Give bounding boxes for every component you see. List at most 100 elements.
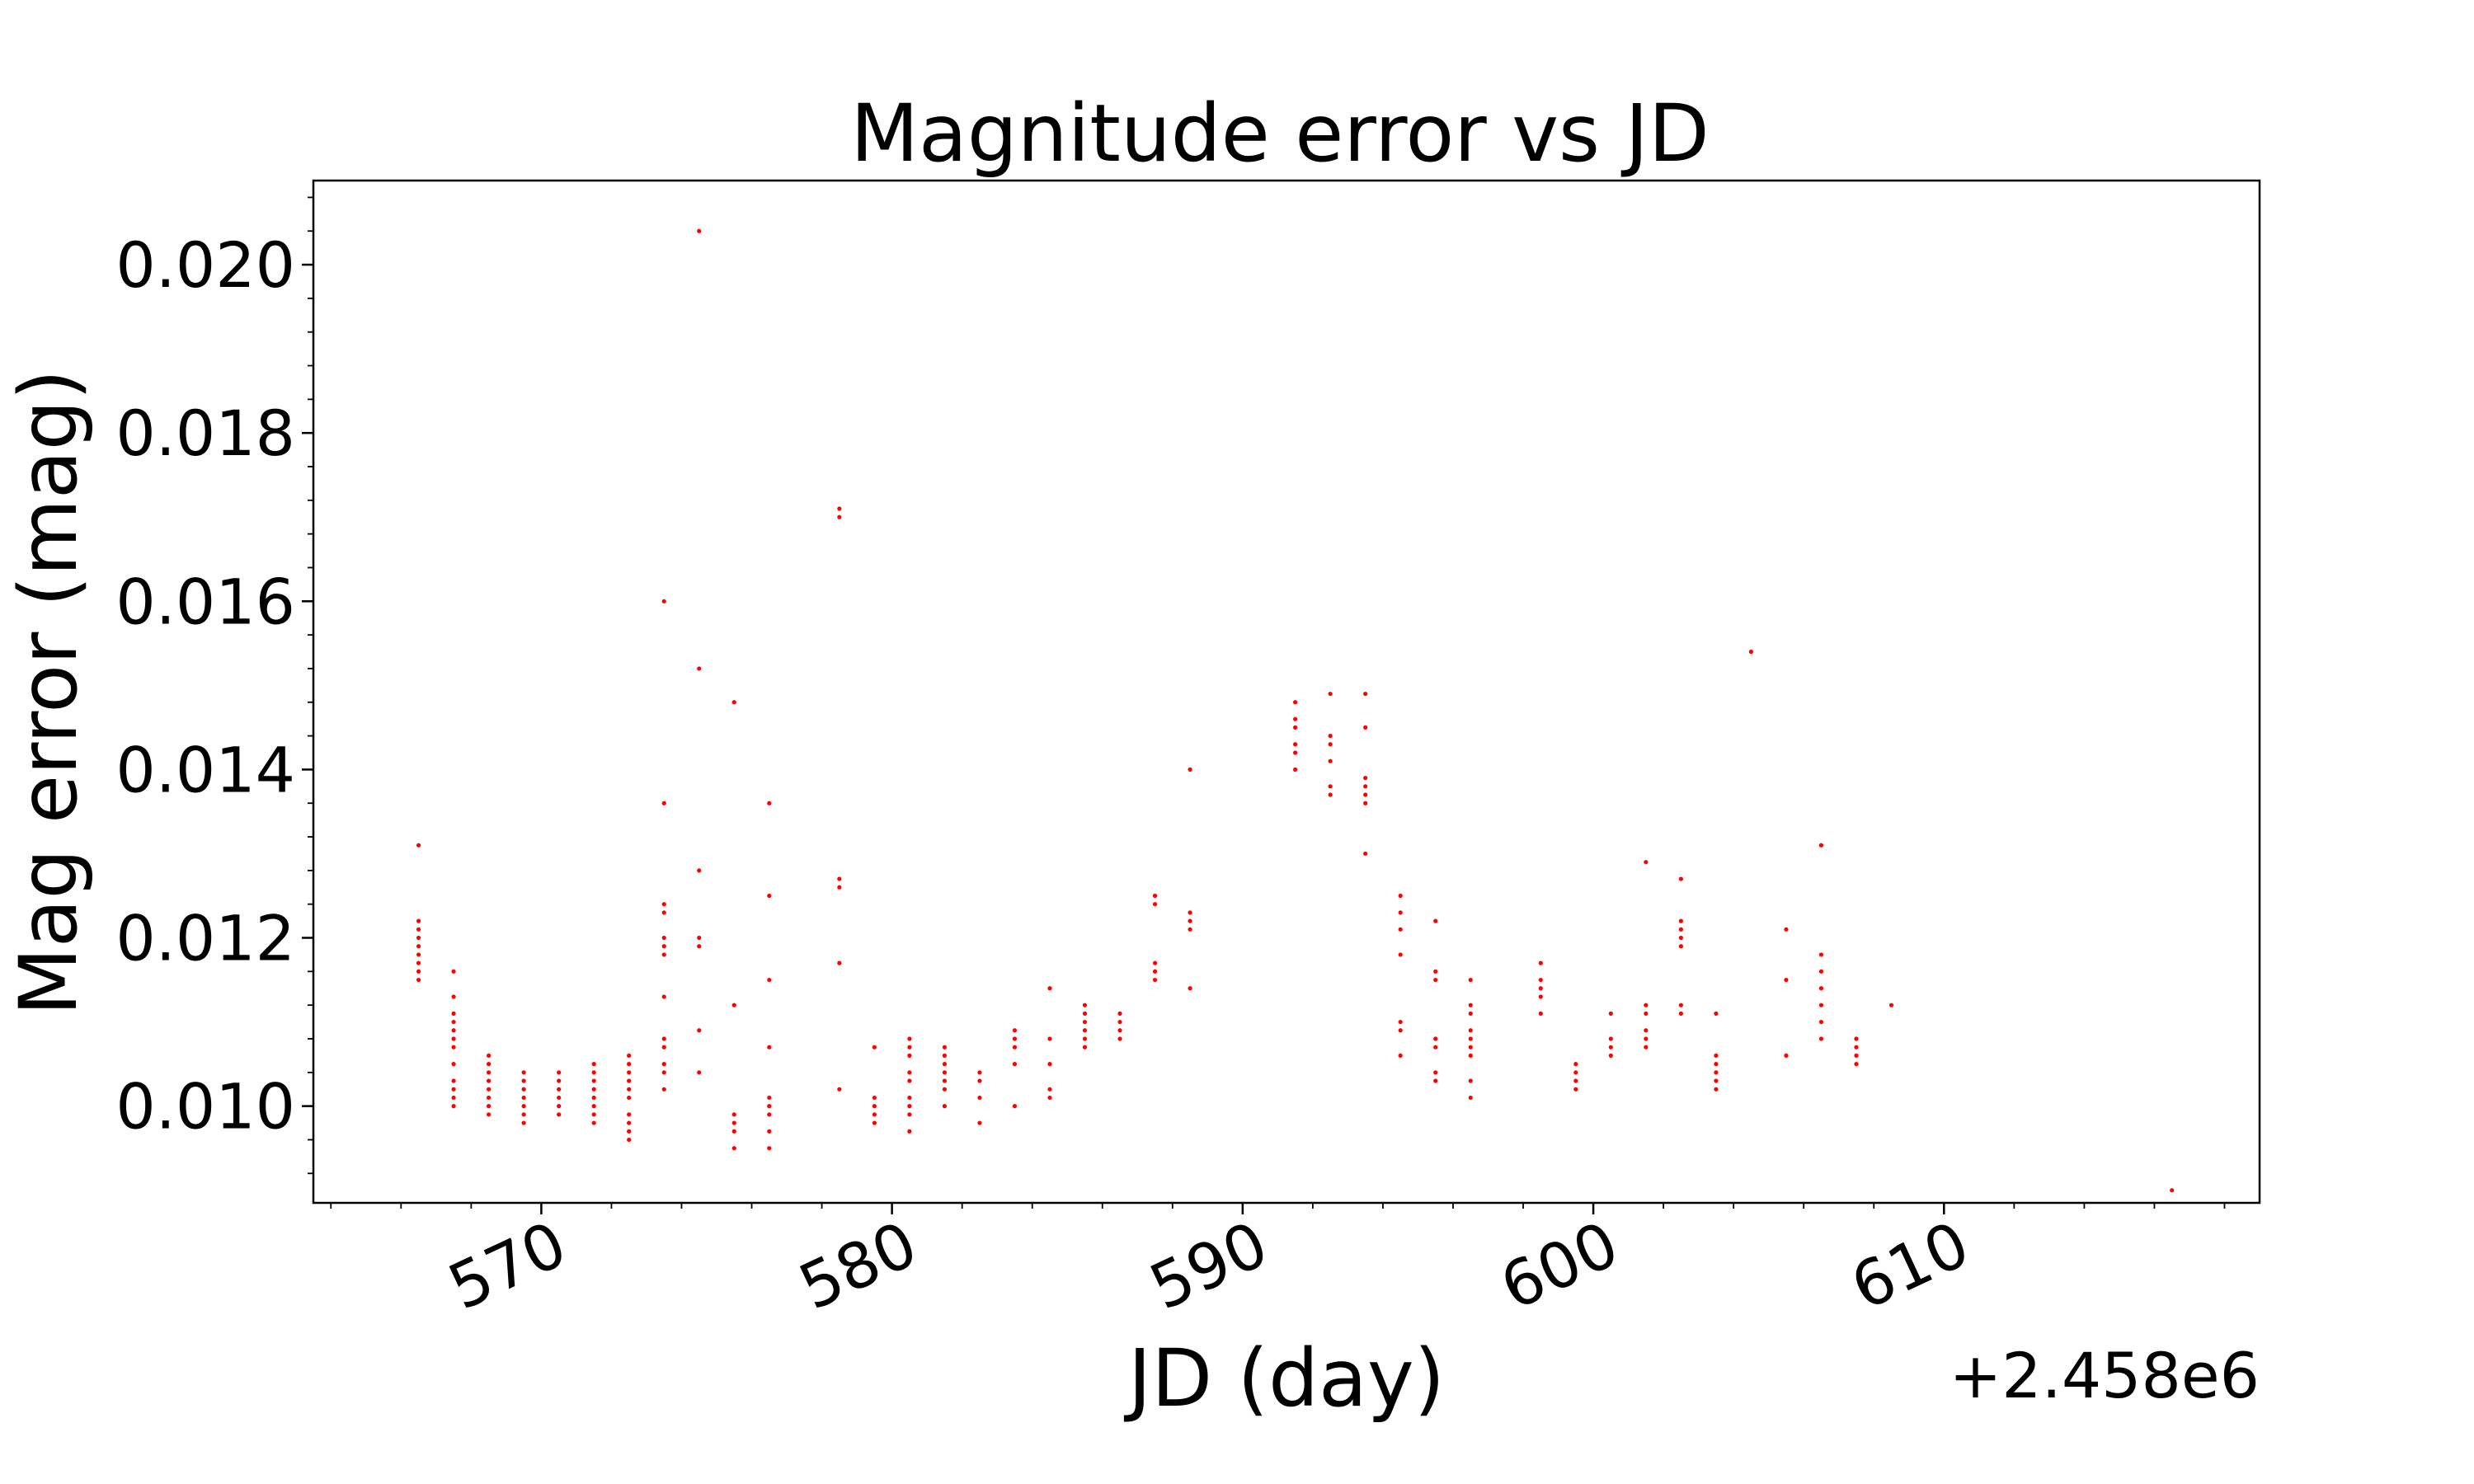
data-point bbox=[1538, 986, 1543, 991]
data-point bbox=[1188, 767, 1192, 773]
data-point bbox=[1784, 1053, 1789, 1058]
data-point bbox=[942, 1087, 948, 1092]
data-point bbox=[1082, 1003, 1088, 1007]
y-tick-label: 0.014 bbox=[115, 733, 295, 806]
data-point bbox=[1818, 952, 1824, 957]
data-point bbox=[416, 969, 421, 974]
data-point bbox=[1363, 725, 1368, 730]
data-point bbox=[1188, 910, 1192, 915]
data-point bbox=[1784, 927, 1789, 932]
data-point bbox=[1117, 1036, 1122, 1041]
data-point bbox=[1012, 1104, 1018, 1109]
data-point bbox=[907, 1070, 912, 1075]
data-point bbox=[1644, 860, 1649, 865]
data-point bbox=[661, 944, 666, 949]
data-point bbox=[1398, 952, 1403, 957]
data-point bbox=[907, 1036, 912, 1041]
y-tick-label: 0.016 bbox=[115, 565, 295, 638]
data-point bbox=[487, 1070, 492, 1075]
data-point bbox=[1152, 902, 1158, 907]
data-point bbox=[1363, 776, 1368, 781]
data-point bbox=[1082, 1045, 1088, 1050]
data-point bbox=[1678, 944, 1683, 949]
data-point bbox=[1082, 1011, 1088, 1016]
data-point bbox=[1644, 1045, 1649, 1050]
data-point bbox=[1363, 691, 1368, 697]
data-point bbox=[1644, 1036, 1649, 1041]
data-point bbox=[591, 1070, 596, 1075]
data-point bbox=[521, 1087, 526, 1092]
data-point bbox=[627, 1062, 632, 1067]
data-point bbox=[907, 1095, 912, 1101]
data-point bbox=[1293, 725, 1298, 730]
data-point bbox=[1468, 1095, 1473, 1101]
data-point bbox=[1608, 1036, 1613, 1041]
data-point bbox=[907, 1045, 912, 1050]
data-point bbox=[557, 1095, 562, 1101]
data-point bbox=[872, 1104, 877, 1109]
data-point bbox=[451, 1036, 456, 1041]
data-point bbox=[1047, 1062, 1052, 1067]
data-point bbox=[731, 1003, 736, 1007]
data-point bbox=[1433, 918, 1438, 923]
data-point bbox=[1608, 1011, 1613, 1016]
chart-title: Magnitude error vs JD bbox=[850, 87, 1710, 180]
data-point bbox=[1644, 1011, 1649, 1016]
data-point bbox=[1328, 742, 1333, 747]
x-tick-label: 600 bbox=[1489, 1207, 1629, 1324]
data-point bbox=[1433, 1070, 1438, 1075]
x-tick-label: 580 bbox=[788, 1207, 928, 1324]
data-point bbox=[487, 1112, 492, 1117]
data-point bbox=[1468, 1053, 1473, 1058]
data-point bbox=[1047, 986, 1052, 991]
data-point bbox=[1082, 1019, 1088, 1025]
data-point bbox=[661, 994, 666, 999]
data-point bbox=[521, 1070, 526, 1075]
data-point bbox=[2170, 1188, 2175, 1193]
data-point bbox=[451, 1028, 456, 1033]
data-point bbox=[1784, 977, 1789, 983]
data-point bbox=[451, 1095, 456, 1101]
data-point bbox=[907, 1078, 912, 1083]
data-point bbox=[1152, 977, 1158, 983]
data-point bbox=[1012, 1028, 1018, 1033]
data-point bbox=[1573, 1070, 1578, 1075]
data-point bbox=[1468, 1028, 1473, 1033]
data-point bbox=[1293, 716, 1298, 721]
data-point bbox=[591, 1104, 596, 1109]
data-point bbox=[451, 1011, 456, 1016]
data-point bbox=[591, 1112, 596, 1117]
data-point bbox=[731, 1146, 736, 1151]
data-point bbox=[416, 952, 421, 957]
data-point bbox=[1117, 1028, 1122, 1033]
data-point bbox=[521, 1104, 526, 1109]
data-point bbox=[591, 1078, 596, 1083]
data-point bbox=[661, 1062, 666, 1067]
data-point bbox=[627, 1095, 632, 1101]
data-point bbox=[487, 1104, 492, 1109]
data-point bbox=[591, 1120, 596, 1125]
data-point bbox=[977, 1078, 982, 1083]
data-point bbox=[1573, 1078, 1578, 1083]
data-point bbox=[767, 801, 772, 805]
data-point bbox=[1047, 1036, 1052, 1041]
data-point bbox=[1328, 758, 1333, 763]
data-point bbox=[767, 1146, 772, 1151]
data-point bbox=[977, 1120, 982, 1125]
data-point bbox=[1818, 1019, 1824, 1025]
data-point bbox=[1433, 969, 1438, 974]
data-point bbox=[1433, 977, 1438, 983]
data-point bbox=[1433, 1078, 1438, 1083]
data-point bbox=[1012, 1036, 1018, 1041]
data-point bbox=[767, 1112, 772, 1117]
y-tick-label: 0.010 bbox=[115, 1070, 295, 1144]
data-point bbox=[1433, 1036, 1438, 1041]
y-axis-ticks: 0.010 0.012 0.014 0.016 0.018 0.020 bbox=[115, 196, 313, 1175]
data-point bbox=[1818, 1003, 1824, 1007]
data-point bbox=[697, 228, 702, 233]
data-point bbox=[451, 1019, 456, 1025]
data-point bbox=[557, 1070, 562, 1075]
data-point bbox=[1293, 700, 1298, 705]
data-point bbox=[1328, 792, 1333, 797]
data-point bbox=[487, 1078, 492, 1083]
